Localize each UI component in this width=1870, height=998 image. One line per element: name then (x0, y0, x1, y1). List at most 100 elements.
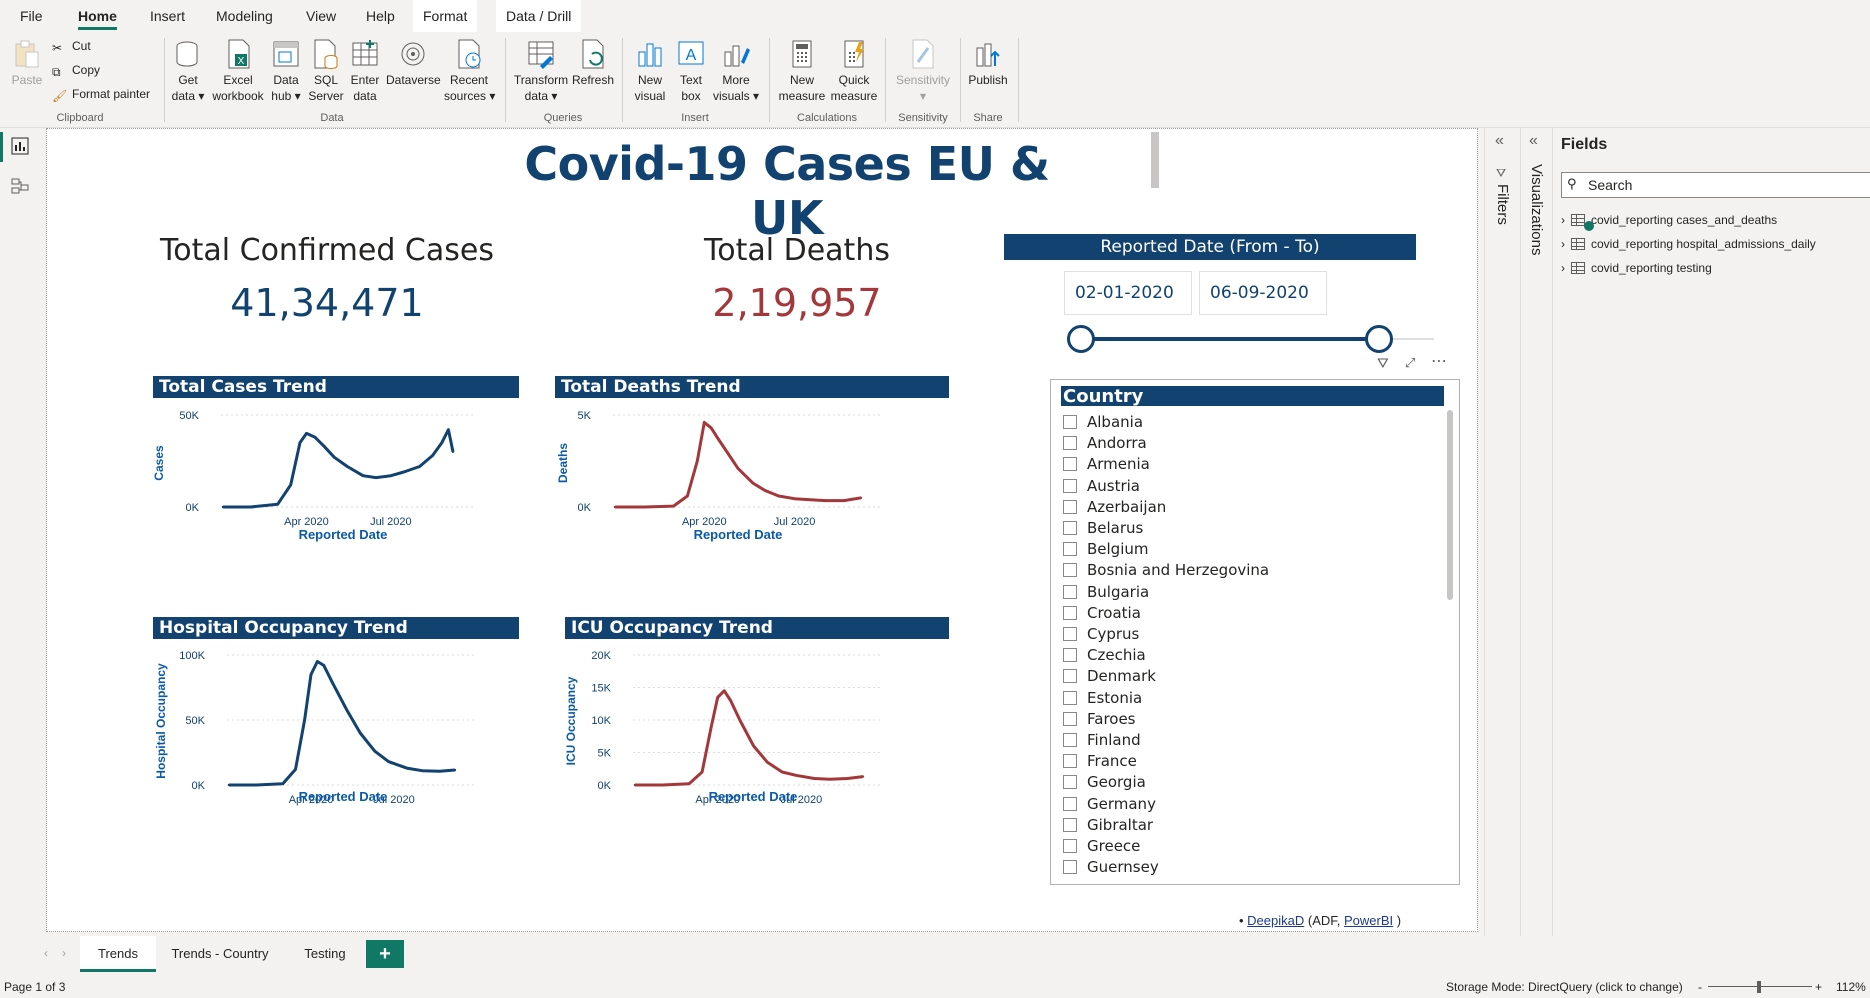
new-visual-button[interactable]: New visual (630, 38, 670, 104)
tab-testing[interactable]: Testing (304, 946, 346, 961)
refresh-button[interactable]: Refresh (572, 38, 614, 88)
data-point[interactable] (729, 699, 732, 702)
data-point[interactable] (613, 505, 617, 509)
checkbox[interactable] (1063, 436, 1077, 451)
field-table-cases-deaths[interactable]: › covid_reporting cases_and_deaths (1561, 213, 1778, 227)
series-line[interactable] (223, 428, 455, 509)
checkbox[interactable] (1063, 457, 1077, 472)
data-point[interactable] (661, 783, 664, 787)
data-point[interactable] (298, 441, 302, 444)
data-point[interactable] (688, 782, 691, 785)
collapse-filters-icon[interactable]: « (1495, 132, 1504, 149)
checkbox[interactable] (1063, 775, 1077, 790)
menu-file[interactable]: File (20, 8, 43, 24)
data-point[interactable] (703, 421, 706, 424)
data-point[interactable] (738, 718, 742, 722)
author-link[interactable]: DeepikaD (1247, 913, 1305, 928)
powerbi-link[interactable]: PowerBI (1344, 913, 1394, 928)
data-point[interactable] (722, 689, 726, 692)
storage-mode[interactable]: Storage Mode: DirectQuery (click to chan… (1446, 980, 1683, 994)
checkbox[interactable] (1063, 542, 1077, 557)
date-from-input[interactable]: 02-01-2020 (1064, 271, 1192, 315)
checkbox[interactable] (1063, 711, 1077, 726)
data-point[interactable] (402, 470, 406, 474)
data-hub-button[interactable]: Data hub ▾ (268, 38, 304, 104)
data-point[interactable] (345, 708, 348, 711)
more-visuals-button[interactable]: More visuals ▾ (710, 38, 762, 104)
sql-server-button[interactable]: SQL Server (308, 38, 344, 104)
zoom-in-button[interactable]: + (1815, 980, 1823, 994)
data-point[interactable] (294, 768, 297, 771)
date-slider-track[interactable] (1081, 337, 1379, 341)
checkbox[interactable] (1063, 754, 1077, 769)
new-measure-button[interactable]: New measure (778, 38, 826, 104)
data-point[interactable] (861, 775, 865, 778)
menu-format[interactable]: Format (413, 0, 478, 32)
data-point[interactable] (716, 696, 719, 699)
data-point[interactable] (700, 770, 704, 774)
field-table-hospital[interactable]: › covid_reporting hospital_admissions_dai… (1561, 237, 1816, 251)
menu-help[interactable]: Help (366, 8, 395, 24)
filter-icon[interactable]: ⛛ (1377, 355, 1389, 371)
data-point[interactable] (726, 452, 730, 455)
data-point[interactable] (276, 503, 279, 506)
tab-trends[interactable]: Trends (80, 936, 156, 972)
data-point[interactable] (643, 505, 646, 509)
series-line[interactable] (635, 689, 864, 787)
data-point[interactable] (447, 428, 450, 431)
checkbox[interactable] (1063, 860, 1077, 875)
data-point[interactable] (672, 504, 675, 508)
menu-view[interactable]: View (306, 8, 337, 24)
checkbox[interactable] (1063, 521, 1077, 535)
data-point[interactable] (794, 774, 798, 777)
quick-measure-button[interactable]: Quick measure (830, 38, 878, 104)
cut-button[interactable]: ✂ Cut (52, 39, 91, 55)
data-point[interactable] (766, 761, 769, 764)
menu-modeling[interactable]: Modeling (216, 8, 273, 24)
menu-insert[interactable]: Insert (150, 8, 186, 24)
data-point[interactable] (431, 454, 434, 457)
data-point[interactable] (387, 760, 390, 763)
checkbox[interactable] (1063, 605, 1077, 620)
checkbox[interactable] (1063, 563, 1077, 578)
data-point[interactable] (453, 768, 457, 772)
collapse-visualizations-icon[interactable]: « (1529, 132, 1538, 149)
tab-trends-country[interactable]: Trends - Country (171, 946, 269, 961)
zoom-slider-thumb[interactable] (1757, 981, 1761, 993)
recent-sources-button[interactable]: Recent sources ▾ (444, 38, 495, 104)
data-point[interactable] (696, 459, 699, 463)
canvas-scroll-handle[interactable] (1151, 132, 1159, 188)
checkbox[interactable] (1063, 499, 1077, 514)
enter-data-button[interactable]: Enter data (348, 38, 382, 104)
checkbox[interactable] (1063, 627, 1077, 641)
checkbox[interactable] (1063, 415, 1077, 429)
menu-data-drill[interactable]: Data / Drill (496, 0, 582, 32)
data-point[interactable] (322, 445, 326, 448)
data-point[interactable] (389, 474, 393, 477)
data-point[interactable] (807, 498, 810, 501)
sensitivity-button[interactable]: Sensitivity ▾ (892, 38, 954, 104)
data-point[interactable] (346, 465, 349, 468)
checkbox[interactable] (1063, 648, 1077, 663)
data-point[interactable] (633, 783, 637, 787)
visualizations-label[interactable]: Visualizations (1528, 164, 1545, 256)
data-point[interactable] (793, 497, 796, 500)
data-point[interactable] (249, 505, 253, 509)
date-slider-end-handle[interactable] (1365, 325, 1393, 353)
data-point[interactable] (842, 499, 846, 502)
data-point[interactable] (859, 496, 863, 499)
filters-label[interactable]: Filters (1494, 184, 1511, 225)
data-point[interactable] (710, 426, 713, 430)
data-point[interactable] (736, 467, 740, 470)
field-table-testing[interactable]: › covid_reporting testing (1561, 261, 1712, 275)
data-point[interactable] (405, 766, 408, 770)
data-point[interactable] (313, 435, 317, 439)
data-point[interactable] (763, 489, 766, 492)
menu-home[interactable]: Home (68, 0, 127, 32)
data-point[interactable] (716, 437, 720, 441)
data-point[interactable] (751, 481, 755, 485)
data-point[interactable] (846, 777, 849, 780)
